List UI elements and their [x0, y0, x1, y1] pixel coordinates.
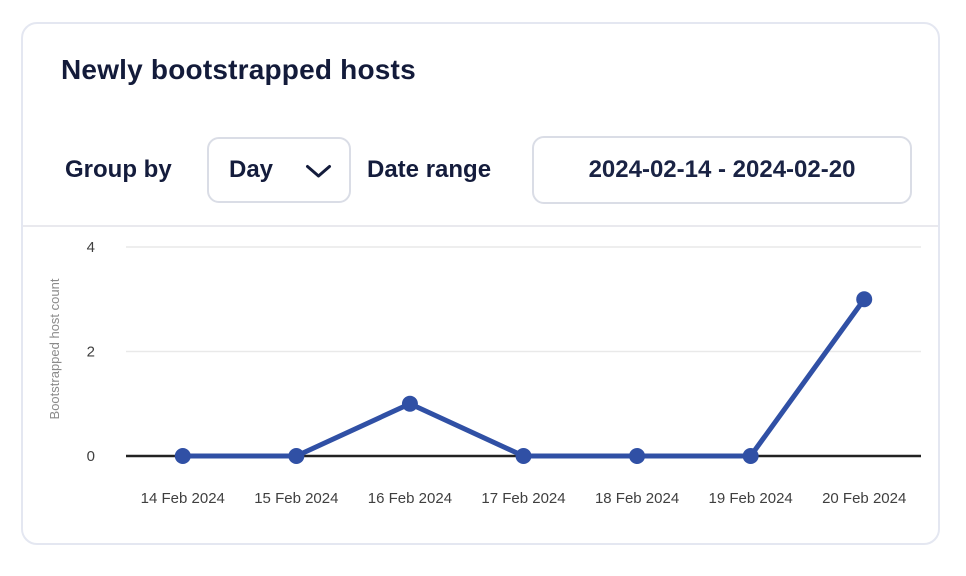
data-point — [856, 291, 873, 308]
x-tick-label: 14 Feb 2024 — [141, 490, 225, 507]
data-point — [629, 448, 646, 464]
chart-card: Newly bootstrapped hosts Group by Day Da… — [21, 22, 940, 545]
card-title: Newly bootstrapped hosts — [61, 54, 416, 85]
header-divider — [23, 225, 938, 227]
x-tick-label: 16 Feb 2024 — [368, 490, 452, 507]
x-tick-label: 20 Feb 2024 — [822, 490, 906, 507]
group-by-label: Group by — [65, 156, 172, 183]
y-axis-title: Bootstrapped host count — [47, 278, 62, 419]
data-point — [174, 448, 191, 464]
y-tick-label: 4 — [87, 239, 95, 256]
y-tick-label: 0 — [87, 448, 95, 465]
series-line — [180, 296, 867, 459]
chart-canvas: 0 2 4 Bootstrapped host count 14 Feb 2024 15 … — [47, 239, 921, 507]
x-tick-label: 19 Feb 2024 — [709, 490, 793, 507]
data-point — [401, 395, 418, 412]
group-by-value: Day — [229, 156, 274, 183]
data-point — [288, 448, 305, 464]
date-range-input[interactable] — [532, 136, 912, 204]
date-range-label: Date range — [367, 156, 492, 183]
x-tick-label: 17 Feb 2024 — [481, 490, 565, 507]
group-by-dropdown[interactable]: Day — [207, 137, 351, 203]
x-tick-label: 15 Feb 2024 — [254, 490, 338, 507]
data-point — [515, 448, 532, 464]
x-tick-label: 18 Feb 2024 — [595, 490, 679, 507]
chevron-down-icon — [306, 164, 331, 177]
y-tick-label: 2 — [87, 344, 95, 361]
data-point — [742, 448, 759, 464]
